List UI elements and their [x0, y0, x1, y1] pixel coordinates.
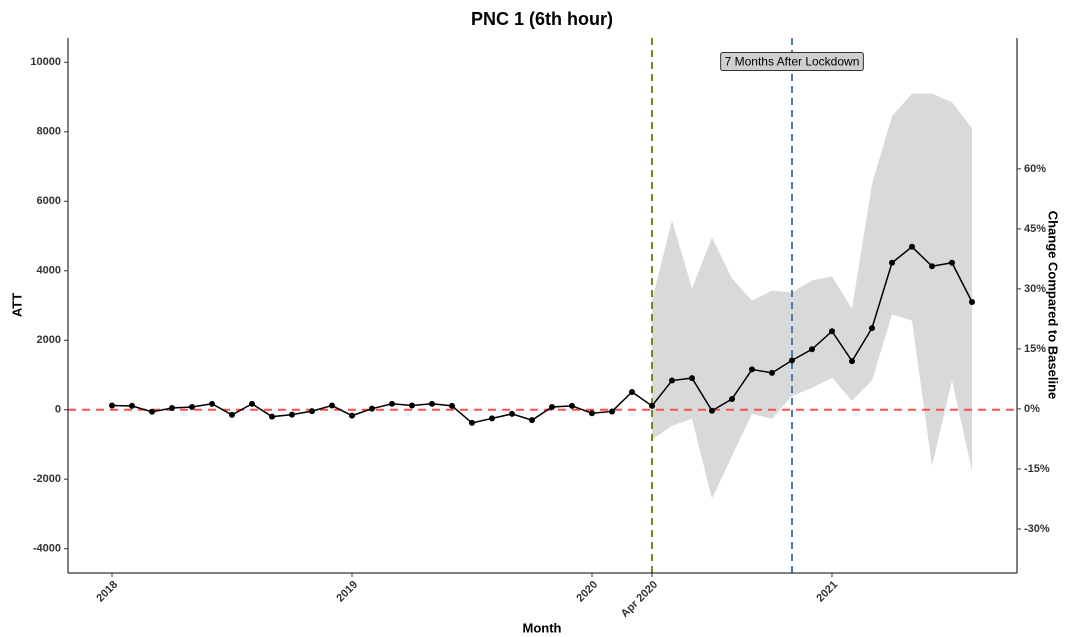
y-tick-label: 4000 — [37, 265, 61, 277]
annotation-box — [720, 51, 864, 71]
data-point — [709, 407, 715, 414]
data-point — [849, 358, 855, 365]
chart-title: PNC 1 (6th hour) — [471, 9, 613, 29]
y2-tick-label: 0% — [1024, 403, 1040, 415]
data-point — [929, 263, 935, 270]
data-point — [269, 413, 275, 420]
data-point — [549, 403, 555, 410]
data-point — [329, 402, 335, 409]
y-tick-label: 0 — [55, 404, 61, 416]
y-tick-label: 6000 — [37, 195, 61, 207]
y-tick-label: 2000 — [37, 334, 61, 346]
y2-axis-label: Change Compared to Baseline — [1046, 211, 1061, 400]
data-point — [169, 404, 175, 411]
data-point — [649, 402, 655, 409]
data-point — [729, 395, 735, 402]
y-tick-label: -2000 — [33, 473, 61, 485]
y-tick-label: 10000 — [30, 56, 61, 68]
x-axis-label: Month — [523, 620, 562, 635]
data-point — [969, 299, 975, 306]
data-point — [949, 259, 955, 266]
data-point — [749, 366, 755, 373]
data-point — [429, 400, 435, 407]
confidence-band — [652, 93, 972, 499]
data-point — [589, 410, 595, 417]
data-point — [249, 400, 255, 407]
data-point — [909, 243, 915, 250]
data-point — [469, 419, 475, 426]
y-tick-label: -4000 — [33, 543, 61, 555]
x-tick-label: 2021 — [814, 579, 840, 605]
data-point — [829, 328, 835, 335]
y2-tick-label: 45% — [1024, 223, 1046, 235]
data-point — [149, 408, 155, 415]
x-tick-label: Apr 2020 — [619, 579, 660, 620]
data-point — [369, 405, 375, 412]
data-point — [869, 325, 875, 332]
data-point — [889, 259, 895, 266]
data-line — [111, 245, 973, 424]
x-tick-label: 2018 — [94, 579, 120, 605]
data-point — [409, 402, 415, 409]
data-point — [809, 346, 815, 353]
data-point — [349, 412, 355, 419]
annotation-text: 7 Months After Lockdown — [725, 54, 860, 68]
data-point — [569, 402, 575, 409]
data-point — [689, 375, 695, 382]
y-tick-label: 8000 — [37, 126, 61, 138]
y2-tick-label: -15% — [1024, 463, 1050, 475]
data-point — [309, 408, 315, 415]
data-point — [209, 400, 215, 407]
data-point — [609, 408, 615, 415]
data-point — [109, 402, 115, 409]
x-tick-label: 2020 — [574, 579, 600, 605]
data-point — [289, 411, 295, 418]
data-point — [189, 403, 195, 410]
data-point — [529, 417, 535, 424]
x-tick-label: 2019 — [334, 579, 360, 605]
data-point — [229, 411, 235, 418]
data-point — [129, 402, 135, 409]
y2-tick-label: 15% — [1024, 343, 1046, 355]
data-point — [789, 357, 795, 364]
data-point — [449, 402, 455, 409]
data-point — [509, 410, 515, 417]
data-point — [489, 415, 495, 422]
data-point — [389, 400, 395, 407]
y2-tick-label: -30% — [1024, 523, 1050, 535]
data-point — [769, 369, 775, 376]
y2-tick-label: 60% — [1024, 163, 1046, 175]
y-axis-label: ATT — [9, 293, 24, 317]
data-point — [669, 377, 675, 384]
data-point — [629, 389, 635, 396]
y2-tick-label: 30% — [1024, 283, 1046, 295]
